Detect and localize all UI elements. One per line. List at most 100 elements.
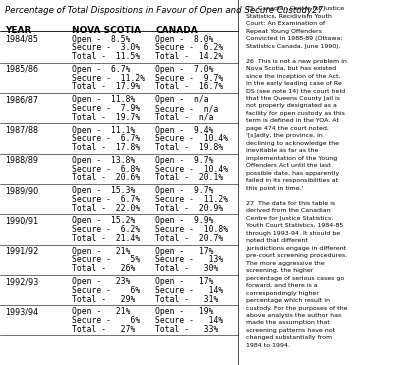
Text: pre-court screening procedures.: pre-court screening procedures. [246, 253, 347, 258]
Text: derived from the Canadian: derived from the Canadian [246, 208, 331, 213]
Text: percentage of serious cases go: percentage of serious cases go [246, 276, 344, 281]
Text: Open -  11.1%: Open - 11.1% [72, 126, 135, 135]
Text: 1989/90: 1989/90 [5, 186, 38, 195]
Text: Statistics Canada, June 1990).: Statistics Canada, June 1990). [246, 44, 341, 49]
Text: Open -  8.5%: Open - 8.5% [72, 35, 130, 44]
Text: Nova Scotia, but has existed: Nova Scotia, but has existed [246, 66, 336, 71]
Text: Secure -  10.8%: Secure - 10.8% [155, 225, 228, 234]
Text: Total -  11.5%: Total - 11.5% [72, 52, 140, 61]
Text: Secure -   14%: Secure - 14% [155, 316, 224, 325]
Text: CANADA: CANADA [155, 26, 198, 35]
Text: 1990/91: 1990/91 [5, 216, 38, 226]
Text: correspondingly higher: correspondingly higher [246, 291, 319, 296]
Text: '[s]adly, the province, in: '[s]adly, the province, in [246, 134, 323, 138]
Text: Total -  19.7%: Total - 19.7% [72, 113, 140, 122]
Text: Total -  20.7%: Total - 20.7% [155, 234, 224, 243]
Text: In the early leading case of Re: In the early leading case of Re [246, 81, 342, 86]
Text: Secure -   13%: Secure - 13% [155, 255, 224, 265]
Text: Total -  20.6%: Total - 20.6% [72, 173, 140, 182]
Text: Open -  11.8%: Open - 11.8% [72, 95, 135, 104]
Text: Total -  20.1%: Total - 20.1% [155, 173, 224, 182]
Text: possible date, has apparently: possible date, has apparently [246, 171, 339, 176]
Text: implementation of the Young: implementation of the Young [246, 156, 337, 161]
Text: Court: An Examination of: Court: An Examination of [246, 21, 325, 26]
Text: noted that different: noted that different [246, 238, 308, 243]
Text: Total -   30%: Total - 30% [155, 264, 219, 273]
Text: Secure -  7.9%: Secure - 7.9% [72, 104, 140, 113]
Text: Open -   17%: Open - 17% [155, 247, 214, 256]
Text: Secure -   14%: Secure - 14% [155, 286, 224, 295]
Text: Secure -    6%: Secure - 6% [72, 316, 140, 325]
Text: NOVA SCOTIA: NOVA SCOTIA [72, 26, 141, 35]
Text: Open -  15.2%: Open - 15.2% [72, 216, 135, 226]
Text: Total -   26%: Total - 26% [72, 264, 135, 273]
Text: Open -   21%: Open - 21% [72, 307, 130, 316]
Text: Secure -  10.4%: Secure - 10.4% [155, 165, 228, 174]
Text: Total -  17.9%: Total - 17.9% [72, 82, 140, 92]
Text: Percentage of Total Dispositions in Favour of Open and Secure Custody27: Percentage of Total Dispositions in Favo… [5, 6, 323, 15]
Text: failed in its responsibilities at: failed in its responsibilities at [246, 178, 338, 183]
Text: Secure -  9.7%: Secure - 9.7% [155, 74, 224, 83]
Text: Centre for Justice Statistics,: Centre for Justice Statistics, [246, 216, 333, 221]
Text: that the Queens County Jail is: that the Queens County Jail is [246, 96, 340, 101]
Text: Open -  8.0%: Open - 8.0% [155, 35, 214, 44]
Text: Open -  6.7%: Open - 6.7% [72, 65, 130, 74]
Text: jurisdictions engage in different: jurisdictions engage in different [246, 246, 346, 251]
Text: above analysis the author has: above analysis the author has [246, 313, 342, 318]
Text: made the assumption that: made the assumption that [246, 320, 330, 326]
Text: not properly designated as a: not properly designated as a [246, 104, 337, 108]
Text: Secure -  11.2%: Secure - 11.2% [155, 195, 228, 204]
Text: Open -  n/a: Open - n/a [155, 95, 209, 104]
Text: Total -   27%: Total - 27% [72, 325, 135, 334]
Text: Secure -  11.2%: Secure - 11.2% [72, 74, 145, 83]
Text: custody. For the purposes of the: custody. For the purposes of the [246, 306, 348, 311]
Text: Secure -    6%: Secure - 6% [72, 286, 140, 295]
Text: Open -  9.7%: Open - 9.7% [155, 156, 214, 165]
Text: 1993/94: 1993/94 [5, 307, 38, 316]
Text: Open -   17%: Open - 17% [155, 277, 214, 286]
Text: Total -  n/a: Total - n/a [155, 113, 214, 122]
Text: term is defined in the YOA. At: term is defined in the YOA. At [246, 118, 339, 123]
Text: Open -  9.9%: Open - 9.9% [155, 216, 214, 226]
Text: 25  Canadian Centre for Justice: 25 Canadian Centre for Justice [246, 6, 344, 11]
Text: 1992/93: 1992/93 [5, 277, 38, 286]
Text: Total -   29%: Total - 29% [72, 295, 135, 304]
Text: inevitable as far as the: inevitable as far as the [246, 149, 318, 153]
Text: forward, and there is a: forward, and there is a [246, 283, 318, 288]
Text: 1988/89: 1988/89 [5, 156, 38, 165]
Text: 26  This is not a new problem in: 26 This is not a new problem in [246, 59, 347, 64]
Text: through 1993-94. It should be: through 1993-94. It should be [246, 231, 340, 236]
Text: Total -   31%: Total - 31% [155, 295, 219, 304]
Text: 1986/87: 1986/87 [5, 95, 38, 104]
Text: Convicted in 1988-89 (Ottawa:: Convicted in 1988-89 (Ottawa: [246, 36, 343, 41]
Text: Secure -  6.7%: Secure - 6.7% [72, 195, 140, 204]
Text: Total -   33%: Total - 33% [155, 325, 219, 334]
Text: Secure -  n/a: Secure - n/a [155, 104, 219, 113]
Text: Total -  14.2%: Total - 14.2% [155, 52, 224, 61]
Text: 1987/88: 1987/88 [5, 126, 38, 135]
Text: Open -   19%: Open - 19% [155, 307, 214, 316]
Text: screening patterns have not: screening patterns have not [246, 328, 335, 333]
Text: 27  The data for this table is: 27 The data for this table is [246, 201, 335, 206]
Text: Total -  19.8%: Total - 19.8% [155, 143, 224, 152]
Text: percentage which result in: percentage which result in [246, 298, 330, 303]
Text: Total -  20.9%: Total - 20.9% [155, 204, 224, 213]
Text: Open -   23%: Open - 23% [72, 277, 130, 286]
Text: Total -  22.0%: Total - 22.0% [72, 204, 140, 213]
Text: this point in time.': this point in time.' [246, 186, 304, 191]
Text: Youth Court Statistics, 1984-85: Youth Court Statistics, 1984-85 [246, 223, 343, 228]
Text: Open -  9.4%: Open - 9.4% [155, 126, 214, 135]
Text: Repeat Young Offenders: Repeat Young Offenders [246, 29, 322, 34]
Text: 1991/92: 1991/92 [5, 247, 38, 256]
Text: Secure -  10.4%: Secure - 10.4% [155, 134, 228, 143]
Text: Open -  9.7%: Open - 9.7% [155, 186, 214, 195]
Text: Offenders Act until the last: Offenders Act until the last [246, 164, 331, 168]
Text: 1984/85: 1984/85 [5, 35, 38, 44]
Text: The more aggressive the: The more aggressive the [246, 261, 325, 266]
Text: Secure -  6.7%: Secure - 6.7% [72, 134, 140, 143]
Text: Statistics, Recidivism Youth: Statistics, Recidivism Youth [246, 14, 332, 19]
Text: 1984 to 1994.: 1984 to 1994. [246, 343, 290, 348]
Text: changed substantially from: changed substantially from [246, 335, 332, 341]
Text: page 474 the court noted,: page 474 the court noted, [246, 126, 329, 131]
Text: Open -  15.3%: Open - 15.3% [72, 186, 135, 195]
